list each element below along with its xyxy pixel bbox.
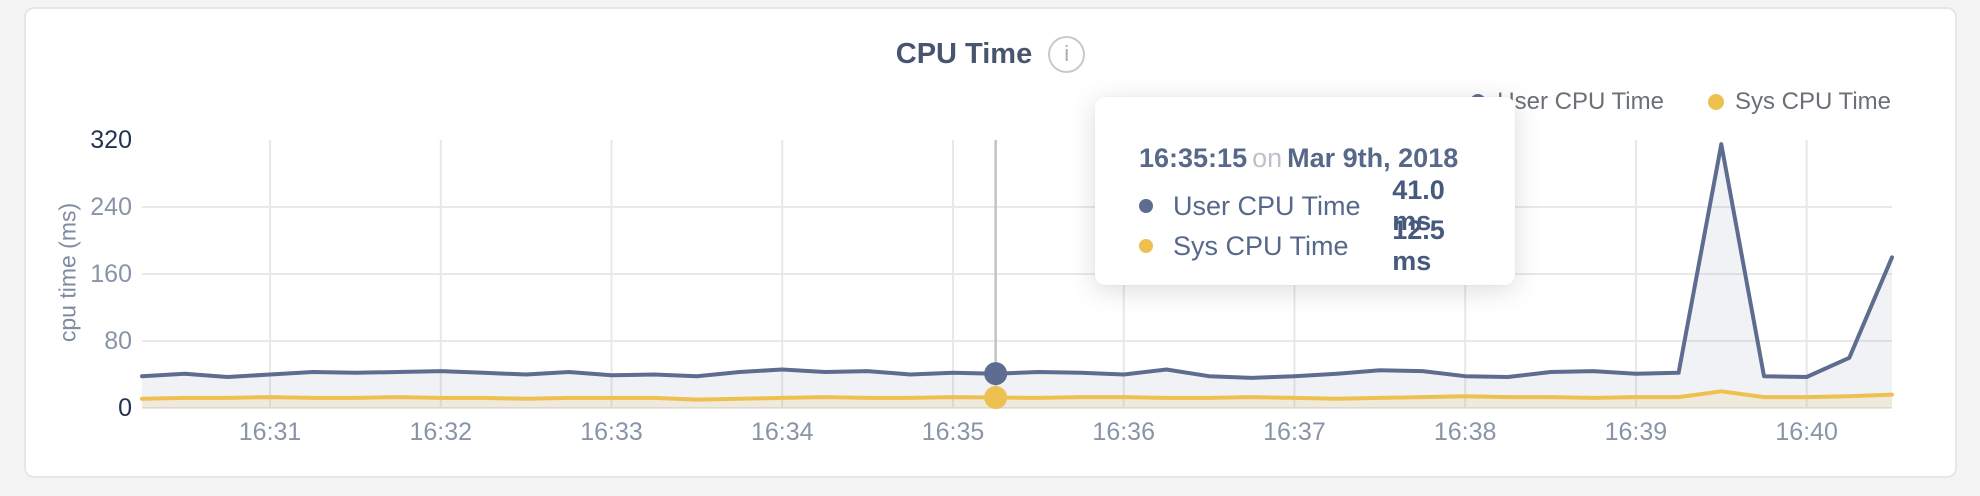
tooltip-row-user-cpu-time: User CPU Time 41.0 ms bbox=[1139, 175, 1491, 236]
tooltip-preposition: on bbox=[1252, 143, 1283, 173]
user-cpu-time-line bbox=[140, 142, 1894, 380]
tooltip-series-label: Sys CPU Time bbox=[1173, 230, 1349, 261]
x-tick-label: 16:37 bbox=[1263, 418, 1326, 446]
y-tick-label: 240 bbox=[90, 193, 132, 221]
hover-dot-user-cpu-time bbox=[984, 362, 1008, 386]
legend-item-sys-cpu-time[interactable]: Sys CPU Time bbox=[1707, 88, 1891, 116]
y-tick-label: 160 bbox=[90, 260, 132, 288]
chart-header: CPU Time i bbox=[26, 33, 1955, 75]
x-tick-label: 16:35 bbox=[922, 418, 985, 446]
legend-label: Sys CPU Time bbox=[1734, 88, 1891, 115]
x-tick-label: 16:36 bbox=[1092, 418, 1155, 446]
y-axis-title: cpu time (ms) bbox=[54, 202, 81, 343]
x-tick-label: 16:40 bbox=[1775, 418, 1838, 446]
tooltip-time: 16:35:15 bbox=[1139, 143, 1248, 173]
x-tick-label: 16:33 bbox=[580, 418, 643, 446]
x-tick-label: 16:38 bbox=[1434, 418, 1497, 446]
chart-card: CPU Time i User CPU Time Sys CPU Time cpu… bbox=[24, 7, 1957, 478]
tooltip-series-dot bbox=[1139, 199, 1153, 213]
tooltip-series-dot bbox=[1139, 239, 1153, 253]
tooltip-series-value: 12.5 ms bbox=[1392, 215, 1445, 276]
info-circle-icon[interactable]: i bbox=[1048, 35, 1086, 73]
tooltip-row-sys-cpu-time: Sys CPU Time 12.5 ms bbox=[1139, 215, 1491, 276]
y-tick-label: 80 bbox=[104, 327, 132, 355]
x-tick-label: 16:32 bbox=[409, 418, 472, 446]
user-cpu-time-area bbox=[142, 144, 1892, 408]
tooltip-header: 16:35:15 on Mar 9th, 2018 bbox=[1139, 143, 1491, 174]
info-icon-glyph: i bbox=[1064, 41, 1070, 66]
cpu-time-chart[interactable]: 0 80 160 240 320 16:31 16:32 16:33 16:34 16:35 16:… bbox=[26, 9, 1955, 476]
x-tick-label: 16:34 bbox=[751, 418, 814, 446]
chart-legend: User CPU Time Sys CPU Time bbox=[1470, 88, 1891, 116]
chart-title: CPU Time bbox=[895, 37, 1033, 70]
legend-dot-sys-cpu-time bbox=[1707, 94, 1724, 110]
tooltip-rows: User CPU Time 41.0 ms Sys CPU Time 12.5 ms bbox=[1139, 175, 1491, 276]
tooltip-date: Mar 9th, 2018 bbox=[1287, 143, 1459, 173]
chart-tooltip: 16:35:15 on Mar 9th, 2018 User CPU Time 41.… bbox=[1095, 97, 1515, 285]
legend-label: User CPU Time bbox=[1497, 88, 1664, 115]
y-tick-label: 0 bbox=[118, 394, 132, 422]
hover-dot-sys-cpu-time bbox=[984, 386, 1008, 410]
tooltip-series-value: 41.0 ms bbox=[1392, 175, 1445, 236]
x-tick-label: 16:39 bbox=[1605, 418, 1668, 446]
tooltip-series-label: User CPU Time bbox=[1173, 190, 1361, 221]
sys-cpu-time-line bbox=[140, 389, 1894, 402]
y-tick-label: 320 bbox=[90, 126, 132, 154]
x-tick-label: 16:31 bbox=[239, 418, 302, 446]
